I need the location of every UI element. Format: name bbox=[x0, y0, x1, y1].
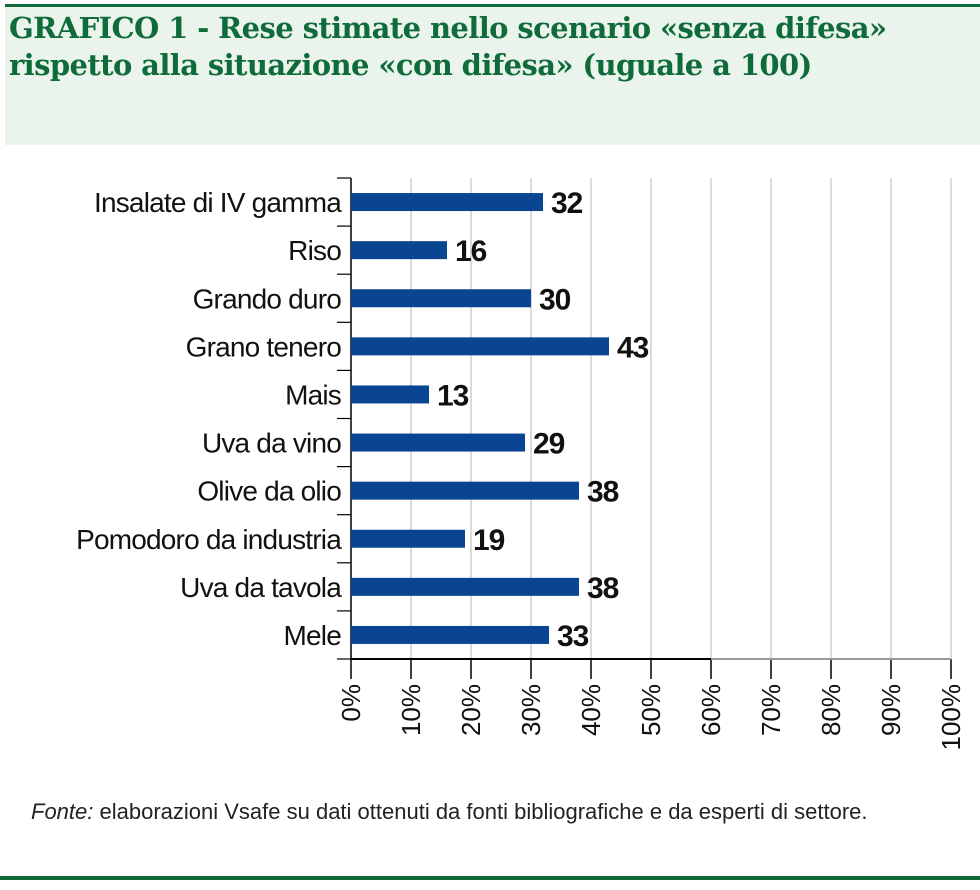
data-label: 19 bbox=[473, 524, 505, 557]
bottom-rule bbox=[0, 876, 980, 880]
category-label: Uva da vino bbox=[202, 428, 341, 459]
bar bbox=[351, 481, 579, 500]
x-tick-label: 60% bbox=[696, 684, 726, 736]
chart-title: GRAFICO 1 - Rese stimate nello scenario … bbox=[9, 11, 887, 82]
category-label: Olive da olio bbox=[197, 476, 341, 507]
bar bbox=[351, 529, 465, 548]
category-label: Mele bbox=[284, 620, 342, 651]
category-label: Pomodoro da industria bbox=[76, 524, 342, 555]
bar bbox=[351, 193, 543, 212]
source-label: Fonte: bbox=[31, 799, 94, 824]
category-label: Grano tenero bbox=[186, 331, 342, 362]
top-rule bbox=[5, 4, 980, 7]
category-label: Grando duro bbox=[193, 283, 342, 314]
bar bbox=[351, 385, 429, 404]
bar bbox=[351, 433, 525, 452]
category-label: Mais bbox=[285, 379, 341, 410]
data-label: 38 bbox=[587, 572, 619, 605]
x-tick-label: 70% bbox=[756, 684, 786, 736]
data-label: 16 bbox=[455, 235, 487, 268]
bar bbox=[351, 337, 609, 356]
x-tick-label: 40% bbox=[576, 684, 606, 736]
bar bbox=[351, 241, 447, 260]
data-label: 32 bbox=[551, 187, 583, 220]
data-label: 13 bbox=[437, 379, 469, 412]
title-box bbox=[5, 7, 980, 145]
category-label: Uva da tavola bbox=[180, 572, 342, 603]
x-tick-label: 50% bbox=[636, 684, 666, 736]
x-tick-label: 90% bbox=[876, 684, 906, 736]
x-tick-label: 80% bbox=[816, 684, 846, 736]
bar-chart: 0% 10% 20% 30% 40% 50% 60% 70% 80% 90% 100% Insalat… bbox=[76, 177, 966, 751]
category-label: Insalate di IV gamma bbox=[94, 187, 342, 218]
x-tick-label: 0% bbox=[336, 684, 366, 722]
data-label: 38 bbox=[587, 476, 619, 509]
category-label: Riso bbox=[288, 235, 341, 266]
bar bbox=[351, 625, 549, 644]
data-label: 30 bbox=[539, 283, 571, 316]
x-tick-label: 10% bbox=[396, 684, 426, 736]
bar bbox=[351, 289, 531, 308]
x-tick-label: 20% bbox=[456, 684, 486, 736]
data-label: 29 bbox=[533, 428, 565, 461]
source-note: Fonte: elaborazioni Vsafe su dati ottenu… bbox=[31, 797, 931, 826]
x-tick-label: 30% bbox=[516, 684, 546, 736]
source-text: elaborazioni Vsafe su dati ottenuti da f… bbox=[93, 799, 868, 824]
bar bbox=[351, 577, 579, 596]
data-label: 43 bbox=[617, 331, 649, 364]
x-tick-label: 100% bbox=[936, 684, 966, 751]
data-label: 33 bbox=[557, 620, 589, 653]
